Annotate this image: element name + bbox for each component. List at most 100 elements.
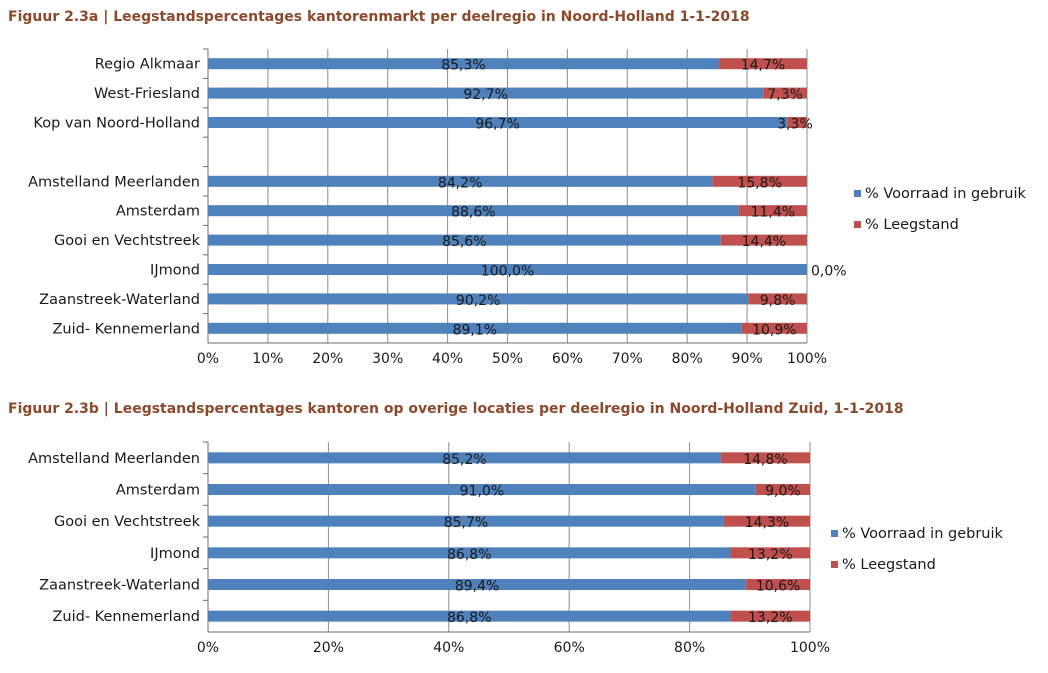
figure-2-3b-title: Figuur 2.3b | Leegstandspercentages kant… [8, 401, 904, 417]
chart-b-legend-in-use: % Voorraad in gebruik [842, 526, 1004, 542]
chart-b-bar-vacancy [720, 452, 810, 464]
chart-a-tick-label: 80% [672, 351, 703, 367]
chart-a-label-in-use: 85,3% [441, 58, 485, 74]
chart-a-label-in-use: 85,6% [442, 234, 486, 250]
chart-a-category-label: Amsterdam [116, 204, 200, 220]
chart-a-label-vacancy: 9,8% [760, 293, 796, 309]
chart-a-label-vacancy: 3,3% [777, 117, 813, 133]
chart-b-bar-in-use [208, 547, 731, 559]
chart-a-category-label: Gooi en Vechtstreek [54, 233, 201, 249]
chart-a-label-vacancy: 11,4% [751, 205, 795, 221]
chart-a-tick-label: 60% [552, 351, 583, 367]
chart-b-category-label: Amsterdam [116, 483, 200, 499]
chart-a-label-in-use: 89,1% [453, 322, 497, 338]
chart-a-label-vacancy: 14,4% [742, 234, 786, 250]
chart-a-tick-label: 100% [787, 351, 827, 367]
chart-2-3a: 0% 10% 20% 30% 40% 50% 60% 70% 80% 90% 100% Regio A… [28, 48, 1027, 367]
chart-a-bar-vacancy [748, 293, 807, 305]
chart-b-label-in-use: 86,8% [447, 547, 491, 563]
chart-a-legend-swatch-in-use [854, 190, 861, 197]
chart-a-category-label: Zaanstreek-Waterland [39, 292, 200, 308]
chart-a-bar-in-use [208, 175, 713, 187]
chart-a-bar-vacancy [718, 58, 807, 70]
chart-a-tick-label: 20% [312, 351, 343, 367]
chart-b-label-in-use: 86,8% [447, 610, 491, 626]
chart-b-tick-label: 100% [790, 640, 830, 656]
chart-b-label-vacancy: 10,6% [756, 579, 800, 595]
chart-a-tick-label: 90% [732, 351, 763, 367]
chart-b-legend-swatch-in-use [831, 530, 838, 537]
chart-b-legend-swatch-vacancy [831, 561, 838, 568]
chart-b-label-vacancy: 13,2% [748, 547, 792, 563]
chart-a-tick-label: 30% [372, 351, 403, 367]
chart-a-bar-in-use [208, 87, 764, 99]
chart-b-label-in-use: 85,7% [444, 515, 488, 531]
chart-b-bar-in-use [208, 452, 721, 464]
chart-a-label-vacancy: 10,9% [752, 322, 796, 338]
chart-b-tick-label: 0% [197, 640, 219, 656]
chart-b-bar-vacancy [755, 484, 810, 495]
chart-a-category-label: Regio Alkmaar [95, 57, 200, 73]
chart-a-label-in-use: 100,0% [481, 264, 534, 280]
chart-a-bar-vacancy [712, 175, 807, 187]
chart-a-category-label: West-Friesland [94, 86, 200, 102]
chart-a-label-in-use: 88,6% [451, 205, 495, 221]
chart-b-category-label: Amstelland Meerlanden [28, 451, 200, 467]
chart-b-legend-vacancy: % Leegstand [842, 557, 936, 573]
chart-b-label-vacancy: 14,3% [745, 515, 789, 531]
chart-b-category-label: Zuid- Kennemerland [52, 609, 200, 625]
chart-b-bar-in-use [208, 484, 756, 495]
chart-a-legend-swatch-vacancy [854, 221, 861, 228]
chart-b-bar-in-use [208, 610, 731, 622]
chart-a-bar-vacancy [763, 87, 807, 99]
chart-a-bar-in-use [208, 322, 742, 334]
chart-a-bar-vacancy [787, 117, 807, 128]
chart-a-label-in-use: 96,7% [475, 117, 519, 133]
chart-a-bar-vacancy [720, 234, 807, 246]
chart-a-tick-label: 50% [492, 351, 523, 367]
chart-a-bar-in-use [208, 58, 719, 70]
chart-a-label-in-use: 92,7% [463, 87, 507, 103]
chart-b-tick-label: 20% [313, 640, 344, 656]
chart-a-bar-vacancy [741, 322, 807, 334]
chart-a-label-in-use: 84,2% [438, 175, 482, 191]
chart-b-bar-vacancy [730, 547, 810, 559]
chart-b-tick-label: 40% [433, 640, 464, 656]
chart-b-label-in-use: 85,2% [442, 452, 486, 468]
chart-a-tick-label: 0% [197, 351, 219, 367]
chart-a-bar-in-use [208, 117, 788, 128]
chart-a-label-vacancy: 14,7% [741, 58, 785, 74]
chart-a-tick-label: 70% [612, 351, 643, 367]
chart-a-category-label: Kop van Noord-Holland [33, 116, 200, 132]
chart-b-label-in-use: 89,4% [455, 579, 499, 595]
chart-a-legend-vacancy: % Leegstand [865, 217, 959, 233]
chart-b-label-vacancy: 13,2% [748, 610, 792, 626]
chart-a-tick-label: 10% [252, 351, 283, 367]
chart-a-bar-in-use [208, 264, 807, 275]
chart-b-label-vacancy: 14,8% [743, 452, 787, 468]
chart-b-category-label: IJmond [150, 546, 200, 562]
chart-a-bar-in-use [208, 234, 721, 246]
chart-b-bar-vacancy [723, 515, 810, 527]
chart-a-bar-in-use [208, 205, 739, 217]
chart-a-bar-in-use [208, 293, 749, 305]
chart-b-bar-vacancy [746, 579, 810, 590]
chart-b-bar-in-use [208, 515, 724, 527]
chart-a-legend-in-use: % Voorraad in gebruik [865, 186, 1027, 202]
chart-b-tick-label: 80% [674, 640, 705, 656]
chart-b-label-vacancy: 9,0% [765, 484, 801, 500]
chart-a-label-vacancy: 15,8% [737, 175, 781, 191]
chart-b-bar-in-use [208, 579, 747, 590]
chart-a-label-vacancy: 0,0% [811, 264, 847, 280]
chart-b-tick-label: 60% [554, 640, 585, 656]
chart-b-category-label: Zaanstreek-Waterland [39, 578, 200, 594]
chart-a-label-in-use: 90,2% [456, 293, 500, 309]
chart-a-category-label: IJmond [150, 263, 200, 279]
chart-b-category-label: Gooi en Vechtstreek [54, 514, 201, 530]
figure-2-3a-title: Figuur 2.3a | Leegstandspercentages kant… [8, 9, 750, 25]
chart-a-category-label: Zuid- Kennemerland [52, 321, 200, 337]
chart-a-category-label: Amstelland Meerlanden [28, 174, 200, 190]
chart-a-label-vacancy: 7,3% [767, 87, 803, 103]
chart-a-tick-label: 40% [432, 351, 463, 367]
